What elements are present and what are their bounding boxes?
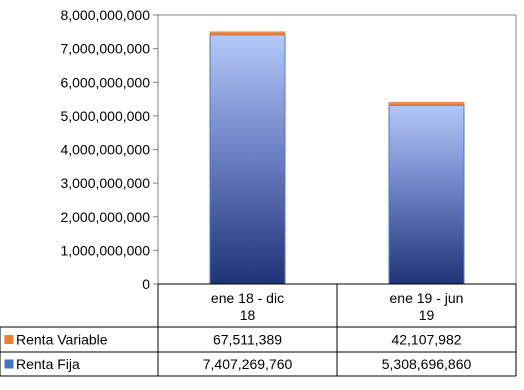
- y-tick-label: 7,000,000,000: [60, 41, 150, 57]
- legend-label: Renta Variable: [16, 332, 108, 348]
- y-tick-label: 4,000,000,000: [60, 142, 150, 158]
- bar-renta-variable: [210, 32, 285, 35]
- data-label: 5,308,696,860: [382, 356, 472, 372]
- y-tick-label: 0: [142, 276, 150, 292]
- y-tick-label: 8,000,000,000: [60, 7, 150, 23]
- y-tick-label: 2,000,000,000: [60, 209, 150, 225]
- bar-renta-fija: [210, 35, 285, 284]
- bar-renta-variable: [389, 102, 464, 105]
- y-tick-label: 6,000,000,000: [60, 74, 150, 90]
- data-label: 67,511,389: [213, 332, 282, 348]
- legend-label: Renta Fija: [16, 356, 80, 372]
- legend-key-renta-fija: [5, 360, 13, 368]
- y-tick-label: 1,000,000,000: [60, 242, 150, 258]
- y-tick-label: 5,000,000,000: [60, 108, 150, 124]
- data-table: ene 18 - dic 18 ene 19 - jun 19 Renta Variab…: [0, 284, 516, 376]
- x-tick-label: ene 19 - jun 19: [390, 290, 464, 323]
- y-tick-label: 3,000,000,000: [60, 175, 150, 191]
- x-tick-label: ene 18 - dic 18: [211, 290, 284, 323]
- legend-key-renta-variable: [5, 336, 13, 344]
- bar-renta-fija: [389, 105, 464, 284]
- data-label: 7,407,269,760: [203, 356, 293, 372]
- data-label: 42,107,982: [391, 332, 461, 348]
- bars: [210, 32, 464, 284]
